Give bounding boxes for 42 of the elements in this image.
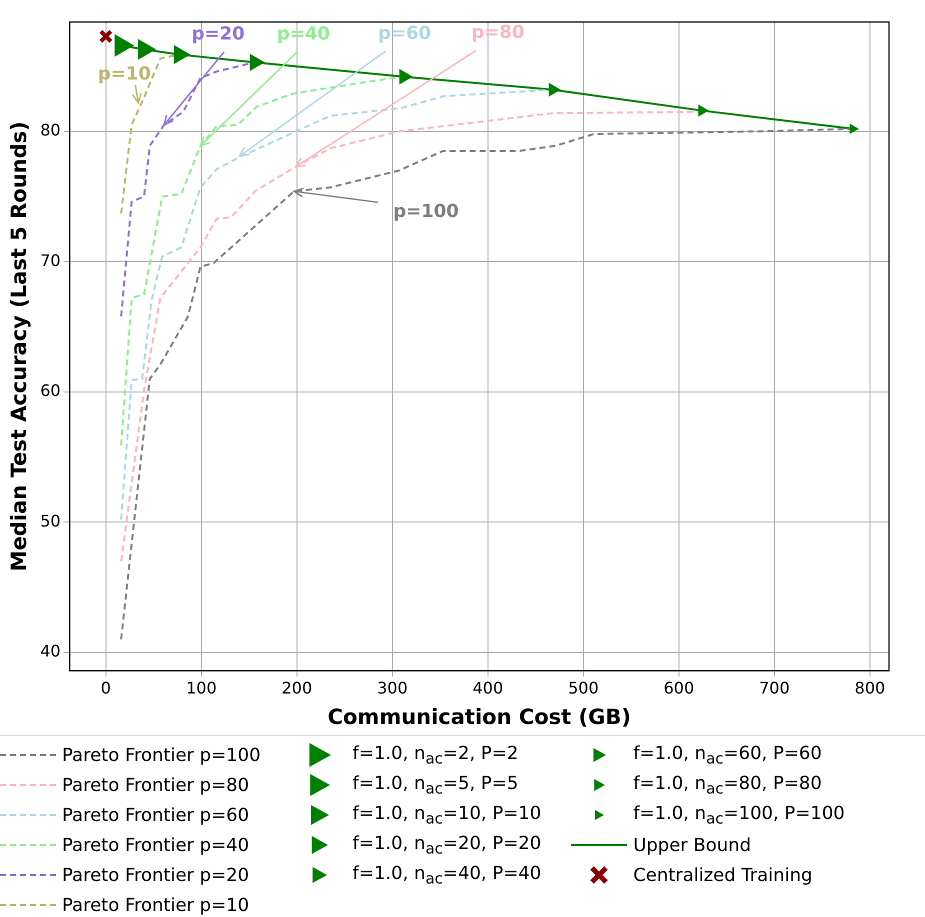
point bbox=[698, 104, 708, 116]
legend-label: f=1.0, n$_{ac}$=60, P=60 bbox=[633, 742, 822, 768]
x-tick-label: 600 bbox=[664, 678, 694, 698]
legend-label: Upper Bound bbox=[633, 834, 752, 856]
legend-label: f=1.0, n$_{ac}$=100, P=100 bbox=[633, 802, 845, 828]
legend-label: Pareto Frontier p=80 bbox=[62, 774, 250, 796]
y-tick-label: 60 bbox=[40, 381, 61, 400]
x-tick-label: 300 bbox=[377, 678, 408, 698]
point bbox=[174, 45, 190, 64]
legend-label: f=1.0, n$_{ac}$=5, P=5 bbox=[352, 772, 518, 798]
point bbox=[399, 69, 412, 84]
x-tick-label: 0 bbox=[100, 678, 111, 698]
legend-label: Centralized Training bbox=[633, 864, 812, 886]
x-axis-title: Communication Cost (GB) bbox=[328, 704, 631, 729]
legend-label: f=1.0, n$_{ac}$=80, P=80 bbox=[633, 772, 822, 798]
point bbox=[138, 39, 156, 60]
legend-label: Pareto Frontier p=10 bbox=[62, 894, 250, 916]
y-axis-title: Median Test Accuracy (Last 5 Rounds) bbox=[7, 121, 32, 572]
point bbox=[548, 83, 560, 96]
point bbox=[250, 54, 264, 71]
x-tick-label: 100 bbox=[186, 678, 217, 698]
point bbox=[850, 124, 858, 134]
legend-label: f=1.0, n$_{ac}$=20, P=20 bbox=[352, 832, 542, 858]
legend-label: Pareto Frontier p=40 bbox=[62, 834, 250, 856]
legend-label: f=1.0, n$_{ac}$=40, P=40 bbox=[352, 862, 542, 888]
x-tick-label: 800 bbox=[854, 678, 886, 698]
x-tick-label: 200 bbox=[282, 678, 312, 698]
legend-label: Pareto Frontier p=20 bbox=[62, 864, 250, 886]
x-tick-label: 700 bbox=[759, 678, 790, 698]
x-tick-label: 500 bbox=[568, 678, 599, 698]
annotation: p=100 bbox=[393, 200, 459, 222]
y-tick-label: 40 bbox=[40, 642, 61, 661]
y-tick-label: 80 bbox=[40, 120, 61, 140]
y-tick-label: 50 bbox=[40, 511, 61, 530]
legend-label: Pareto Frontier p=60 bbox=[62, 804, 250, 826]
point bbox=[114, 34, 134, 56]
legend-label: f=1.0, n$_{ac}$=10, P=10 bbox=[352, 802, 542, 828]
legend-label: Pareto Frontier p=100 bbox=[62, 744, 261, 766]
y-tick-label: 70 bbox=[40, 250, 61, 270]
legend-label: f=1.0, n$_{ac}$=2, P=2 bbox=[352, 742, 518, 768]
x-tick-label: 400 bbox=[472, 678, 504, 698]
annotation: p=10 bbox=[98, 63, 151, 84]
